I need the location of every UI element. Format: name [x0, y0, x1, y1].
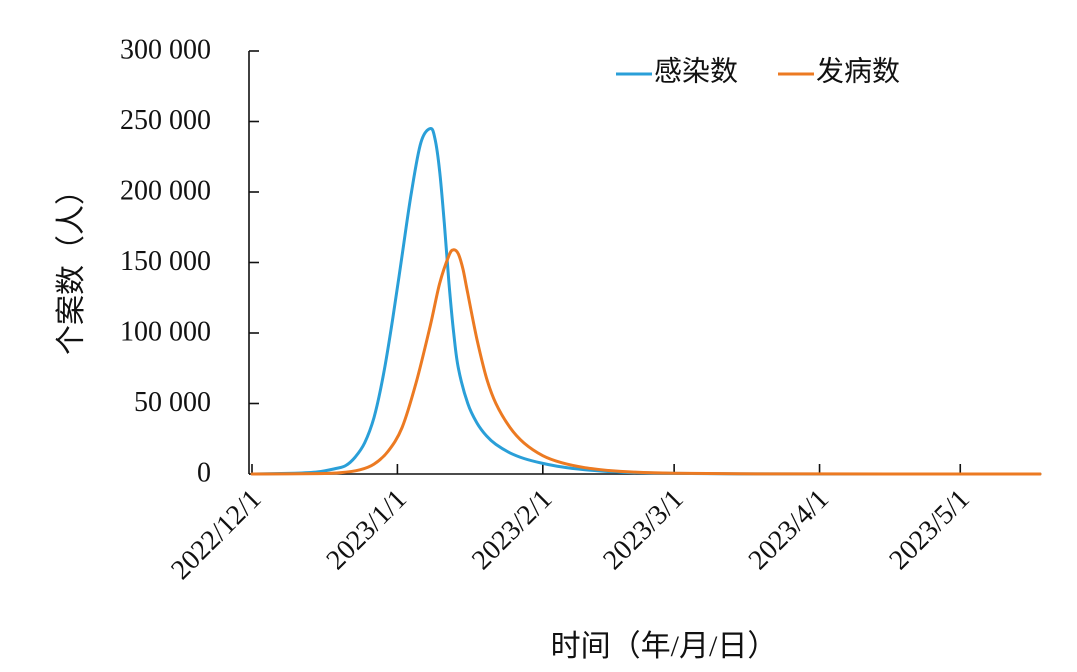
x-axis-title: 时间（年/月/日）	[551, 630, 778, 663]
series-line-cases	[250, 248, 1042, 476]
x-tick-label: 2023/4/1	[743, 484, 835, 576]
y-tick-label: 0	[197, 457, 211, 488]
x-tick-label: 2023/5/1	[883, 484, 975, 576]
x-tick-label: 2022/12/1	[165, 484, 267, 586]
series-line-infections	[250, 127, 1042, 476]
legend-label-infections: 感染数	[654, 55, 738, 87]
plot-area: 0 50 000 100 000 150 000 200 000 250 000 300 0…	[120, 34, 1042, 586]
y-tick-label: 50 000	[134, 387, 211, 418]
legend-label-cases: 发病数	[816, 55, 900, 87]
x-tick-label: 2023/2/1	[466, 484, 558, 576]
y-tick-label: 200 000	[120, 175, 211, 206]
x-axis-ticks: 2022/12/1 2023/1/1 2023/2/1 2023/3/1 2023/4/…	[165, 464, 976, 586]
series-lines	[250, 127, 1042, 476]
y-tick-label: 100 000	[120, 316, 211, 347]
y-axis-title: 个案数（人）	[55, 175, 88, 355]
y-axis-ticks: 0 50 000 100 000 150 000 200 000 250 000 300 0…	[120, 34, 259, 488]
x-tick-label: 2023/1/1	[321, 484, 413, 576]
legend: 感染数 发病数	[616, 55, 900, 87]
y-tick-label: 250 000	[120, 105, 211, 136]
y-tick-label: 150 000	[120, 246, 211, 277]
x-tick-label: 2023/3/1	[597, 484, 689, 576]
y-tick-label: 300 000	[120, 34, 211, 65]
